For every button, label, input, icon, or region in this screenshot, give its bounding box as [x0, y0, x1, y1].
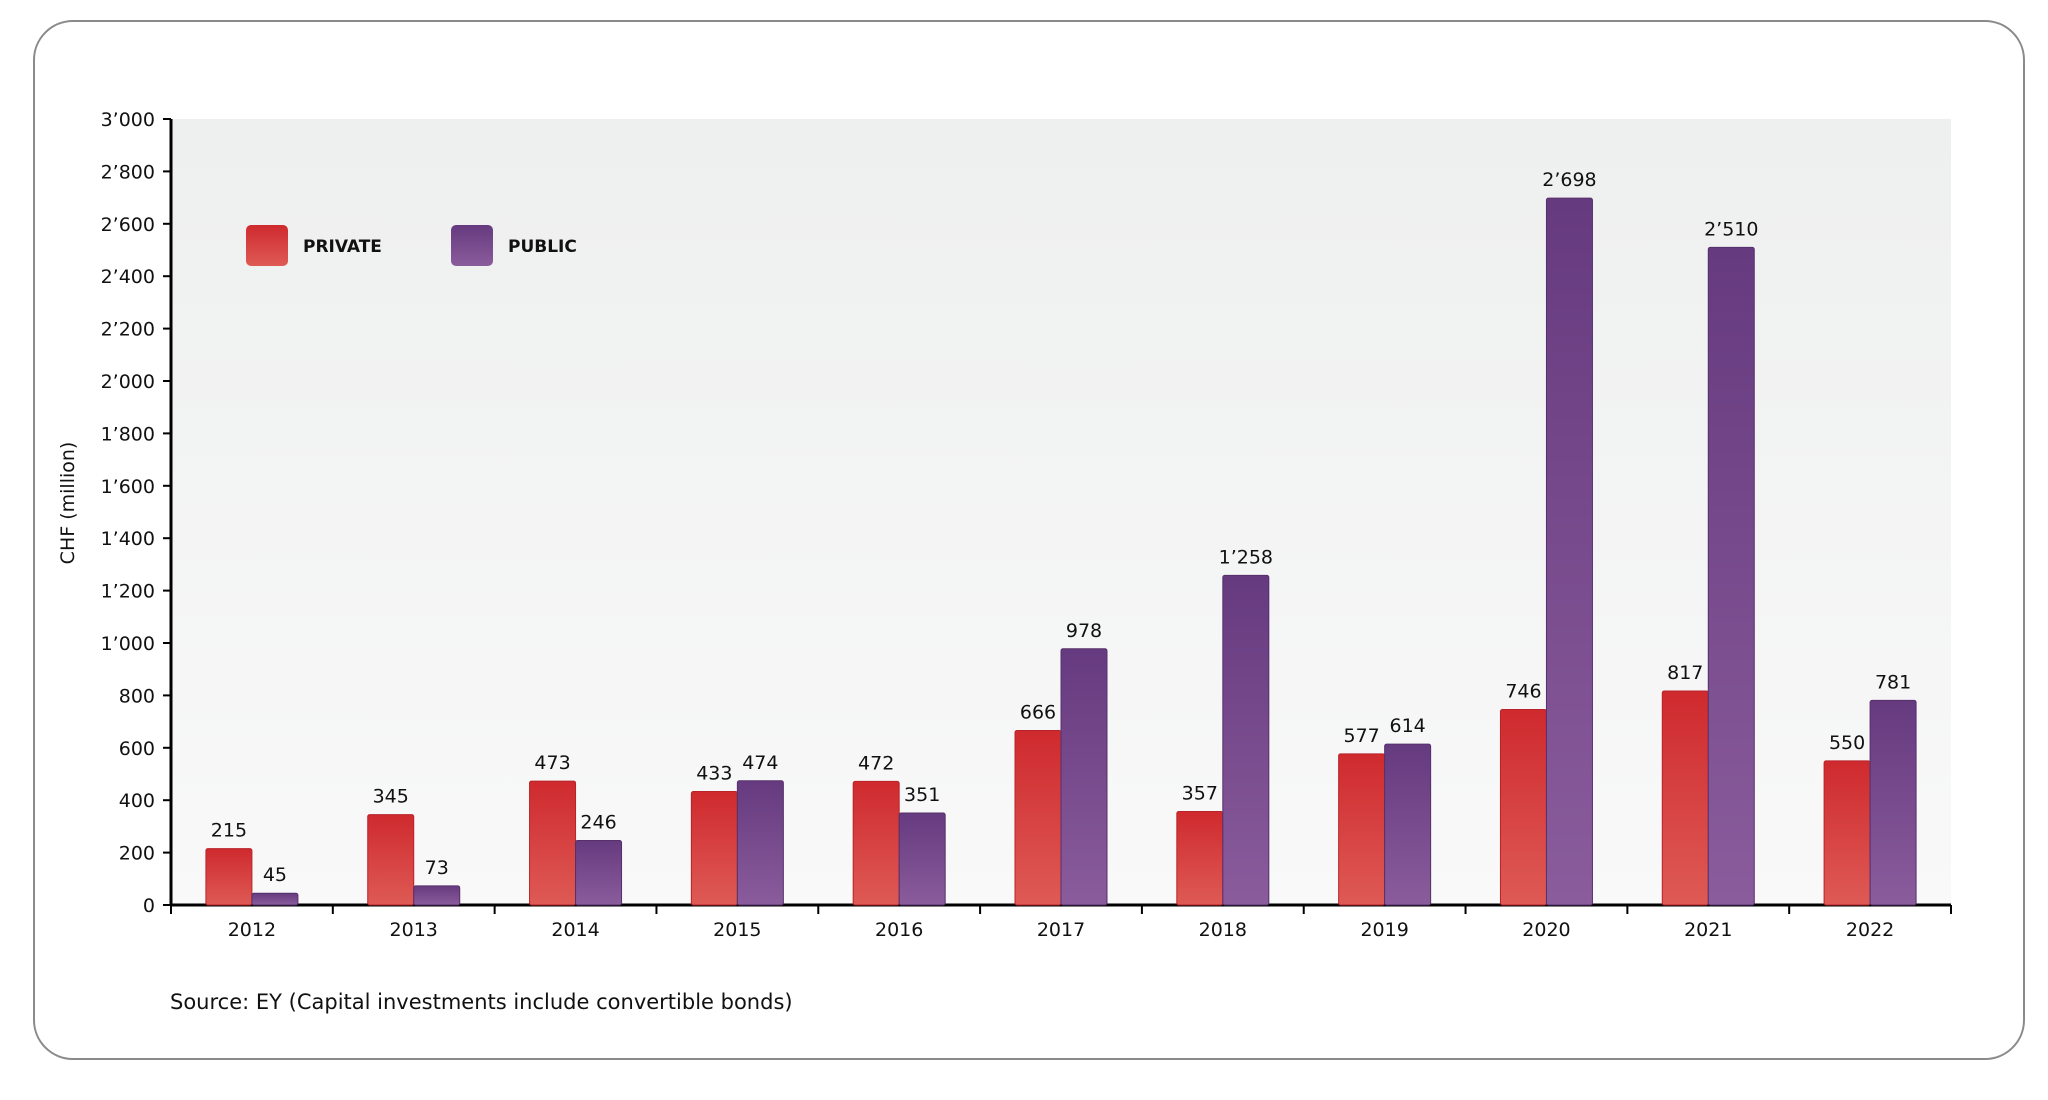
y-tick-label: 600 [119, 738, 155, 760]
y-tick-label: 400 [119, 790, 155, 812]
x-tick-label: 2020 [1522, 919, 1570, 941]
bar-private-2016 [852, 780, 900, 906]
bar-public-2016 [898, 812, 946, 906]
data-label-private-2020: 746 [1505, 681, 1541, 703]
x-tick-label: 2015 [713, 919, 761, 941]
source-note: Source: EY (Capital investments include … [170, 990, 793, 1014]
y-tick-label: 1’400 [101, 528, 155, 550]
y-tick-label: 1’800 [101, 423, 155, 445]
data-label-public-2016: 351 [904, 784, 940, 806]
bar-private-2022 [1823, 760, 1871, 906]
y-tick-label: 2’000 [101, 371, 155, 393]
x-tick-label: 2018 [1199, 919, 1247, 941]
data-label-private-2015: 433 [696, 763, 732, 785]
bar-private-2020 [1499, 709, 1547, 906]
data-label-private-2017: 666 [1020, 702, 1056, 724]
data-label-private-2016: 472 [858, 752, 894, 774]
y-tick-label: 200 [119, 843, 155, 865]
data-label-public-2017: 978 [1066, 620, 1102, 642]
legend-label-public: PUBLIC [508, 237, 577, 257]
bar-public-2014 [575, 840, 623, 906]
x-tick-label: 2016 [875, 919, 923, 941]
bar-public-2020 [1545, 197, 1593, 906]
y-tick-label: 1’000 [101, 633, 155, 655]
x-tick-label: 2022 [1846, 919, 1894, 941]
data-label-public-2013: 73 [425, 857, 449, 879]
bar-public-2012 [251, 892, 299, 906]
legend-swatch-public [451, 225, 493, 266]
bar-public-2019 [1384, 743, 1432, 906]
y-tick-label: 3’000 [101, 109, 155, 131]
y-tick-label: 0 [143, 895, 155, 917]
bar-private-2014 [529, 780, 577, 906]
legend-swatch-private [246, 225, 288, 266]
bar-private-2013 [367, 814, 415, 906]
bar-private-2021 [1661, 690, 1709, 906]
bar-public-2018 [1222, 574, 1270, 906]
y-tick-label: 1’200 [101, 581, 155, 603]
bar-private-2018 [1176, 810, 1224, 906]
x-tick-label: 2017 [1037, 919, 1085, 941]
bar-public-2015 [736, 780, 784, 906]
data-label-public-2015: 474 [742, 752, 778, 774]
data-label-public-2020: 2’698 [1542, 169, 1596, 191]
data-label-public-2018: 1’258 [1219, 546, 1273, 568]
bar-private-2012 [205, 848, 253, 906]
bar-public-2017 [1060, 648, 1108, 906]
x-tick-label: 2013 [390, 919, 438, 941]
x-tick-label: 2021 [1684, 919, 1732, 941]
data-label-private-2019: 577 [1344, 725, 1380, 747]
bar-private-2015 [690, 791, 738, 906]
data-label-private-2012: 215 [211, 820, 247, 842]
x-tick-label: 2014 [551, 919, 599, 941]
y-tick-label: 800 [119, 685, 155, 707]
data-label-public-2022: 781 [1875, 671, 1911, 693]
data-label-public-2012: 45 [263, 864, 287, 886]
bar-private-2019 [1338, 753, 1386, 906]
bar-private-2017 [1014, 730, 1062, 906]
x-tick-label: 2012 [228, 919, 276, 941]
bar-public-2021 [1707, 246, 1755, 906]
data-label-private-2014: 473 [534, 752, 570, 774]
y-tick-label: 2’600 [101, 214, 155, 236]
x-tick-label: 2019 [1360, 919, 1408, 941]
data-label-private-2022: 550 [1829, 732, 1865, 754]
y-tick-label: 2’800 [101, 161, 155, 183]
legend-label-private: PRIVATE [303, 237, 382, 257]
y-tick-label: 2’400 [101, 266, 155, 288]
bar-public-2022 [1869, 699, 1917, 906]
data-label-private-2018: 357 [1182, 782, 1218, 804]
data-label-private-2021: 817 [1667, 662, 1703, 684]
y-tick-label: 2’200 [101, 319, 155, 341]
y-axis-label: CHF (million) [57, 442, 79, 565]
data-label-public-2019: 614 [1390, 715, 1426, 737]
bar-public-2013 [413, 885, 461, 906]
data-label-public-2021: 2’510 [1704, 218, 1758, 240]
chart-frame [33, 20, 2025, 1060]
data-label-public-2014: 246 [580, 812, 616, 834]
y-tick-label: 1’600 [101, 476, 155, 498]
data-label-private-2013: 345 [373, 786, 409, 808]
